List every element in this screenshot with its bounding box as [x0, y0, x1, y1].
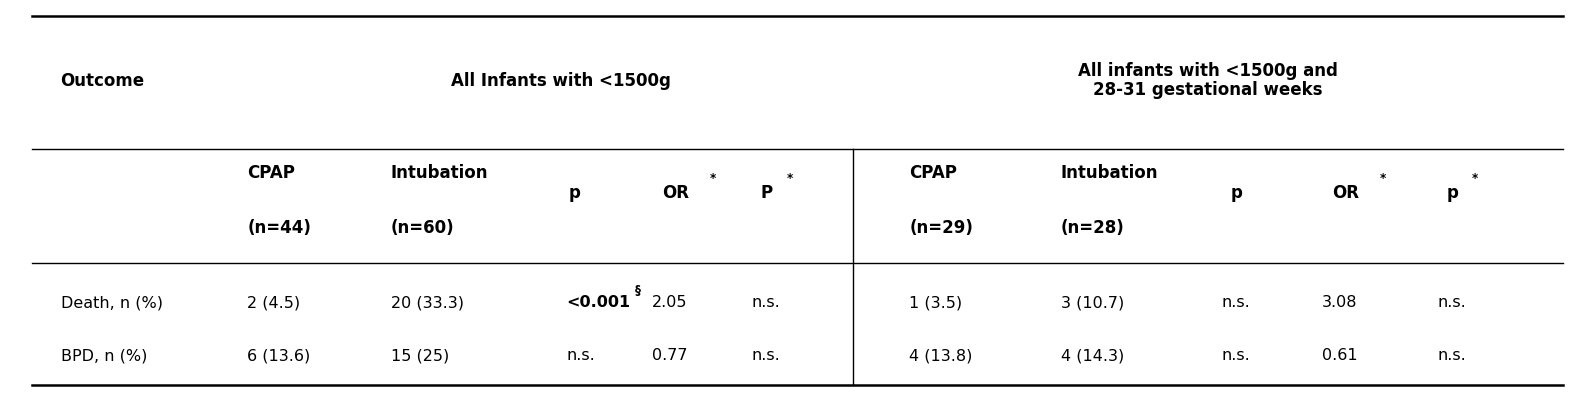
Text: §: § [635, 284, 641, 297]
Text: p: p [1230, 184, 1243, 202]
Text: (n=28): (n=28) [1061, 219, 1124, 237]
Text: 1 (3.5): 1 (3.5) [909, 295, 962, 310]
Text: <0.001: <0.001 [566, 295, 630, 310]
Text: n.s.: n.s. [1222, 295, 1250, 310]
Text: 6 (13.6): 6 (13.6) [247, 348, 311, 363]
Text: 3 (10.7): 3 (10.7) [1061, 295, 1124, 310]
Text: 28-31 gestational weeks: 28-31 gestational weeks [1094, 81, 1322, 99]
Text: *: * [1472, 172, 1479, 185]
Text: All Infants with <1500g: All Infants with <1500g [451, 72, 670, 90]
Text: 2 (4.5): 2 (4.5) [247, 295, 300, 310]
Text: 20 (33.3): 20 (33.3) [391, 295, 464, 310]
Text: p: p [568, 184, 581, 202]
Text: *: * [786, 172, 793, 185]
Text: CPAP: CPAP [247, 164, 295, 182]
Text: n.s.: n.s. [751, 348, 780, 363]
Text: n.s.: n.s. [1437, 295, 1466, 310]
Text: All infants with <1500g and: All infants with <1500g and [1078, 62, 1338, 80]
Text: 3.08: 3.08 [1322, 295, 1357, 310]
Text: Intubation: Intubation [1061, 164, 1158, 182]
Text: n.s.: n.s. [566, 348, 595, 363]
Text: Intubation: Intubation [391, 164, 488, 182]
Text: OR: OR [1332, 184, 1359, 202]
Text: Death, n (%): Death, n (%) [61, 295, 163, 310]
Text: Outcome: Outcome [61, 72, 145, 90]
Text: CPAP: CPAP [909, 164, 957, 182]
Text: 15 (25): 15 (25) [391, 348, 450, 363]
Text: (n=44): (n=44) [247, 219, 311, 237]
Text: n.s.: n.s. [751, 295, 780, 310]
Text: 4 (14.3): 4 (14.3) [1061, 348, 1124, 363]
Text: (n=29): (n=29) [909, 219, 973, 237]
Text: (n=60): (n=60) [391, 219, 455, 237]
Text: BPD, n (%): BPD, n (%) [61, 348, 147, 363]
Text: *: * [710, 172, 716, 185]
Text: n.s.: n.s. [1437, 348, 1466, 363]
Text: p: p [1447, 184, 1458, 202]
Text: OR: OR [662, 184, 689, 202]
Text: *: * [1380, 172, 1386, 185]
Text: 0.77: 0.77 [652, 348, 687, 363]
Text: 0.61: 0.61 [1322, 348, 1357, 363]
Text: 4 (13.8): 4 (13.8) [909, 348, 973, 363]
Text: P: P [761, 184, 774, 202]
Text: 2.05: 2.05 [652, 295, 687, 310]
Text: n.s.: n.s. [1222, 348, 1250, 363]
